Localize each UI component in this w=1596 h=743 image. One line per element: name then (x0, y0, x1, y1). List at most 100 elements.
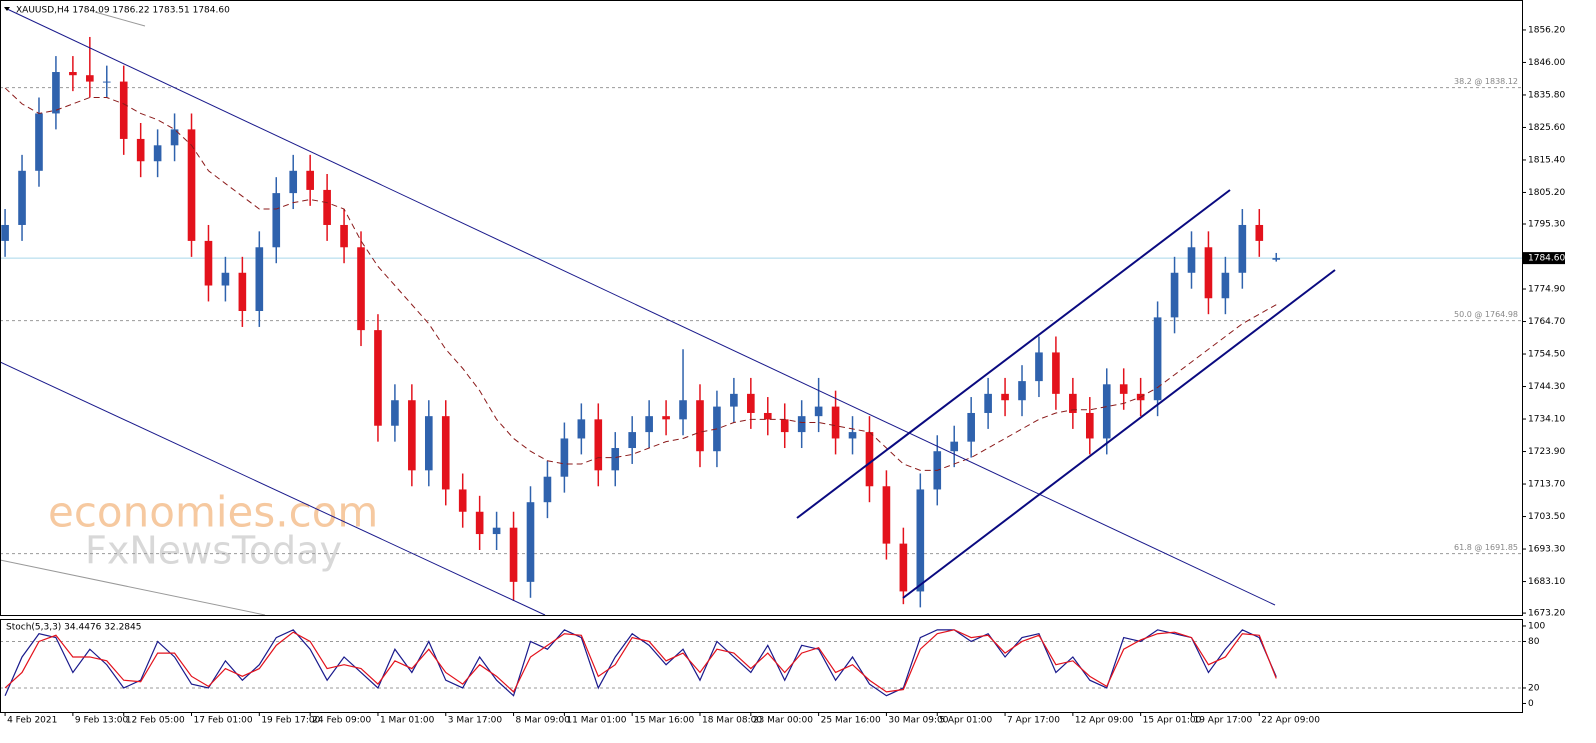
candle-body (916, 489, 925, 592)
candle-body (306, 170, 314, 190)
y-tick-label: 1764.70 (1528, 317, 1565, 327)
candle-body (187, 129, 196, 241)
candle-body (357, 247, 365, 331)
candle-body (814, 406, 823, 417)
stoch-panel-frame (0, 619, 1523, 713)
candle-body (577, 419, 586, 439)
candle-body (18, 170, 26, 225)
x-tick-label: 12 Apr 09:00 (1075, 716, 1134, 726)
candle-body (1221, 272, 1230, 299)
candle-body (323, 189, 331, 225)
candle-body (950, 441, 959, 452)
x-tick-label: 7 Apr 17:00 (1007, 716, 1060, 726)
candle-body (441, 416, 450, 490)
y-tick-label: 1835.80 (1528, 90, 1565, 100)
x-tick-label: 8 Mar 09:00 (516, 716, 571, 726)
candle-body (238, 272, 247, 312)
y-tick-label: 1693.30 (1528, 545, 1565, 555)
candle-body (1018, 381, 1026, 401)
x-tick-label: 19 Feb 17:00 (261, 716, 320, 726)
candle-body (1052, 352, 1060, 394)
candle-body (865, 432, 874, 487)
candle-body (1187, 247, 1196, 273)
y-tick-label: 1825.60 (1528, 123, 1565, 133)
candle-body (560, 438, 569, 477)
candle-body (509, 527, 518, 582)
stoch-line (4, 629, 1277, 693)
x-tick-label: 9 Feb 13:00 (75, 716, 129, 726)
candle-body (153, 145, 162, 162)
y-tick-label: 1744.30 (1528, 382, 1565, 392)
fibo-label: 38.2 @ 1838.12 (1454, 77, 1518, 86)
y-tick-label: 80 (1528, 637, 1540, 647)
candle-body (475, 511, 484, 535)
x-tick-label: 11 Mar 01:00 (566, 716, 626, 726)
y-tick-label: 1703.50 (1528, 512, 1565, 522)
candle-body (102, 81, 111, 83)
y-tick-label: 1734.10 (1528, 415, 1565, 425)
x-tick-label: 24 Feb 09:00 (312, 716, 371, 726)
candle-body (119, 81, 128, 139)
y-tick-label: 1673.20 (1528, 609, 1565, 619)
candle-body (1255, 224, 1264, 241)
chart-title: XAUUSD,H4 1784.09 1786.22 1783.51 1784.6… (16, 6, 230, 16)
y-tick-label: 1795.30 (1528, 220, 1565, 230)
y-tick-label: 100 (1528, 621, 1545, 631)
trend-line (0, 361, 546, 616)
candle-body (1, 224, 9, 241)
y-tick-label: 1713.70 (1528, 480, 1565, 490)
candle-body (763, 412, 772, 420)
y-tick-label: 0 (1528, 699, 1534, 709)
candle-body (391, 400, 399, 426)
fibo-label: 50.0 @ 1764.98 (1454, 310, 1518, 319)
candle-body (136, 138, 145, 162)
channel-line (902, 269, 1336, 599)
price-box (1523, 252, 1565, 265)
x-tick-label: 1 Mar 01:00 (380, 716, 435, 726)
candle-body (797, 416, 806, 433)
price-label: 1784.60 (1528, 254, 1565, 264)
candle-body (747, 393, 755, 413)
x-tick-label: 19 Apr 17:00 (1193, 716, 1252, 726)
candle-body (1204, 247, 1213, 299)
candle-body (86, 75, 94, 82)
x-tick-label: 18 Mar 08:00 (702, 716, 762, 726)
x-tick-label: 3 Mar 17:00 (448, 716, 503, 726)
candle-body (628, 432, 637, 449)
candle-body (831, 406, 840, 439)
trend-line (0, 559, 266, 616)
candle-body (611, 448, 620, 471)
y-tick-label: 1846.00 (1528, 58, 1565, 68)
y-tick-label: 1683.10 (1528, 577, 1565, 587)
moving-average (4, 87, 1277, 471)
candle-body (1119, 384, 1128, 394)
trend-line (4, 7, 1276, 606)
stoch-title: Stoch(5,3,3) 34.4476 32.2845 (6, 623, 141, 633)
x-tick-label: 15 Apr 01:00 (1143, 716, 1202, 726)
candle-body (1102, 384, 1111, 439)
x-tick-label: 15 Mar 16:00 (634, 716, 694, 726)
candle-body (272, 193, 281, 248)
candle-body (780, 419, 789, 433)
candle-body (289, 170, 298, 194)
x-tick-label: 22 Apr 09:00 (1261, 716, 1320, 726)
candle-body (662, 416, 670, 420)
candle-body (1035, 352, 1043, 382)
candle-body (899, 543, 908, 592)
candle-body (35, 113, 43, 171)
candle-body (374, 330, 382, 426)
y-tick-label: 1815.40 (1528, 155, 1565, 165)
candle-body (645, 416, 653, 433)
candle-body (543, 476, 552, 503)
channel-line (796, 189, 1231, 519)
candle-body (679, 400, 687, 420)
y-tick-label: 1805.20 (1528, 188, 1565, 198)
x-tick-label: 4 Feb 2021 (7, 716, 57, 726)
candle-body (526, 502, 535, 582)
candle-body (408, 400, 416, 471)
candle-body (204, 240, 213, 286)
x-tick-label: 17 Feb 01:00 (194, 716, 253, 726)
